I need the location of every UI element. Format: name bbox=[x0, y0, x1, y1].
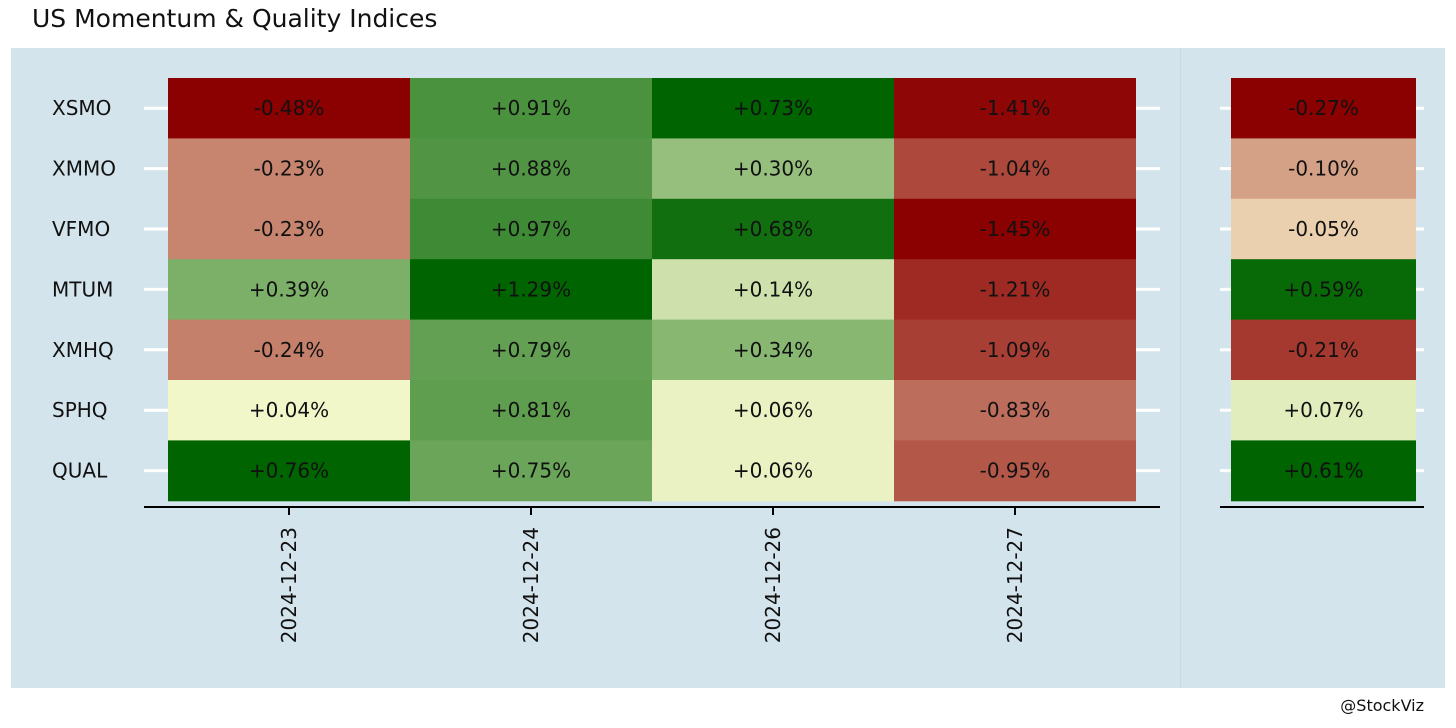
x-tick-label: 2024-12-26 bbox=[761, 527, 785, 643]
cell-label: -1.04% bbox=[980, 157, 1051, 181]
heatmap-cell bbox=[894, 78, 1136, 139]
cell-label: -0.24% bbox=[254, 338, 325, 362]
heatmap-cell bbox=[894, 440, 1136, 502]
y-tick-label: VFMO bbox=[52, 217, 110, 241]
cell-label: -1.21% bbox=[980, 277, 1051, 301]
heatmap-cell bbox=[652, 198, 894, 260]
cell-label: -0.23% bbox=[254, 157, 325, 181]
y-tick-label: XMHQ bbox=[52, 338, 114, 362]
heatmap-cell bbox=[410, 259, 652, 321]
heatmap-cell bbox=[652, 380, 894, 441]
credit-label: @StockViz bbox=[1340, 696, 1424, 715]
heatmap-cell bbox=[652, 319, 894, 381]
heatmap-cell bbox=[168, 78, 410, 139]
cell-label: +0.14% bbox=[733, 277, 813, 301]
chart-title: US Momentum & Quality Indices bbox=[32, 4, 438, 33]
cell-label: +0.76% bbox=[249, 459, 329, 483]
y-tick-label: MTUM bbox=[52, 277, 113, 301]
side-heatmap-cell bbox=[1231, 319, 1416, 381]
y-tick-label: XSMO bbox=[52, 96, 111, 120]
y-tick-label: XMMO bbox=[52, 157, 116, 181]
cell-label: -1.09% bbox=[980, 338, 1051, 362]
heatmap-cell bbox=[410, 198, 652, 260]
cell-label: -1.41% bbox=[980, 96, 1051, 120]
y-tick-label: SPHQ bbox=[52, 398, 108, 422]
side-cell-label: +0.59% bbox=[1283, 277, 1363, 301]
cell-label: -1.45% bbox=[980, 217, 1051, 241]
cell-label: +0.81% bbox=[491, 398, 571, 422]
cell-label: +0.73% bbox=[733, 96, 813, 120]
heatmap-cell bbox=[410, 440, 652, 502]
side-cell-label: -0.10% bbox=[1288, 157, 1359, 181]
heatmap-cell bbox=[410, 78, 652, 139]
heatmap-cell bbox=[168, 138, 410, 200]
heatmap-cell bbox=[894, 198, 1136, 260]
cell-label: +0.06% bbox=[733, 459, 813, 483]
side-heatmap-cell bbox=[1231, 440, 1416, 502]
cell-label: +0.06% bbox=[733, 398, 813, 422]
cell-label: -0.48% bbox=[254, 96, 325, 120]
heatmap-cell bbox=[410, 138, 652, 200]
cell-label: +0.91% bbox=[491, 96, 571, 120]
x-tick-label: 2024-12-27 bbox=[1003, 527, 1027, 643]
heatmap-cell bbox=[410, 319, 652, 381]
side-heatmap-cell bbox=[1231, 138, 1416, 200]
side-heatmap-cell bbox=[1231, 198, 1416, 260]
cell-label: +0.39% bbox=[249, 277, 329, 301]
cell-label: +0.30% bbox=[733, 157, 813, 181]
side-cell-label: +0.61% bbox=[1283, 459, 1363, 483]
heatmap-cell bbox=[894, 138, 1136, 200]
panel-divider bbox=[1180, 48, 1181, 688]
side-cell-label: +0.07% bbox=[1283, 398, 1363, 422]
side-cell-label: -0.27% bbox=[1288, 96, 1359, 120]
cell-label: +0.97% bbox=[491, 217, 571, 241]
cell-label: -0.83% bbox=[980, 398, 1051, 422]
heatmap-cell bbox=[652, 440, 894, 502]
side-heatmap-cell bbox=[1231, 380, 1416, 441]
cell-label: +0.34% bbox=[733, 338, 813, 362]
heatmap-cell bbox=[894, 259, 1136, 321]
heatmap-cell bbox=[168, 319, 410, 381]
x-tick-label: 2024-12-24 bbox=[519, 527, 543, 643]
heatmap-cell bbox=[410, 380, 652, 441]
cell-label: +0.75% bbox=[491, 459, 571, 483]
side-cell-label: -0.21% bbox=[1288, 338, 1359, 362]
cell-label: +0.79% bbox=[491, 338, 571, 362]
cell-label: -0.23% bbox=[254, 217, 325, 241]
heatmap-cell bbox=[652, 259, 894, 321]
side-cell-label: -0.05% bbox=[1288, 217, 1359, 241]
heatmap-cell bbox=[168, 440, 410, 502]
cell-label: +0.88% bbox=[491, 157, 571, 181]
side-heatmap-cell bbox=[1231, 78, 1416, 139]
x-tick-label: 2024-12-23 bbox=[277, 527, 301, 643]
cell-label: +1.29% bbox=[491, 277, 571, 301]
side-heatmap-cell bbox=[1231, 259, 1416, 321]
heatmap-cell bbox=[168, 380, 410, 441]
cell-label: +0.04% bbox=[249, 398, 329, 422]
heatmap-cell bbox=[894, 319, 1136, 381]
heatmap-cell bbox=[652, 138, 894, 200]
heatmap-cell bbox=[168, 198, 410, 260]
cell-label: -0.95% bbox=[980, 459, 1051, 483]
heatmap-cell bbox=[894, 380, 1136, 441]
cell-label: +0.68% bbox=[733, 217, 813, 241]
heatmap-cell bbox=[168, 259, 410, 321]
y-tick-label: QUAL bbox=[52, 459, 108, 483]
heatmap-cell bbox=[652, 78, 894, 139]
